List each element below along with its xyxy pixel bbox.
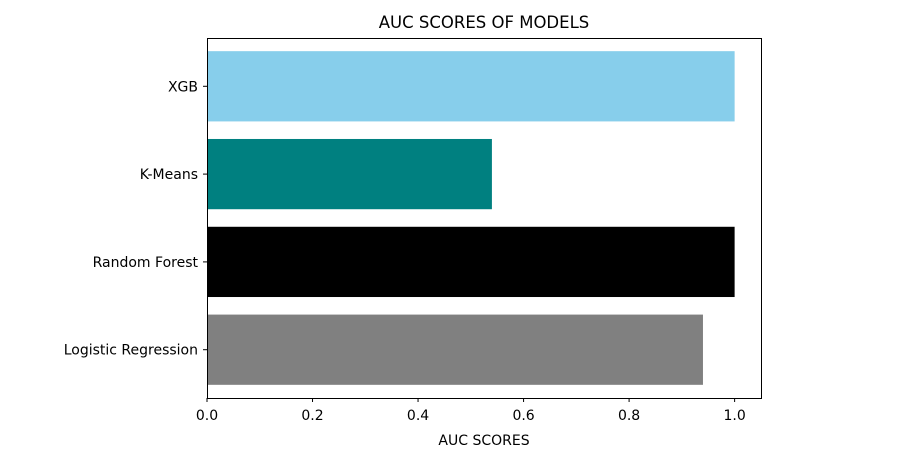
x-tick-label: 0.6 [512,408,534,424]
chart-title: AUC SCORES OF MODELS [379,13,589,32]
x-tick-label: 1.0 [723,408,745,424]
y-tick-label: XGB [168,79,198,95]
bars-layer [207,51,735,385]
x-tick-label: 0.4 [407,408,429,424]
x-tick-label: 0.2 [301,408,323,424]
y-tick-label: Random Forest [93,255,199,271]
x-axis: 0.0 0.2 0.4 0.6 0.8 1.0 [196,398,746,424]
x-tick-label: 0.0 [196,408,218,424]
bar-xgb [207,51,735,122]
y-tick-label: K-Means [140,167,198,183]
bar-logistic-regression [207,314,703,385]
y-axis: Logistic Regression Random Forest K-Means X… [64,79,207,359]
plot-frame [207,38,762,399]
x-axis-label: AUC SCORES [438,433,529,449]
y-tick-label: Logistic Regression [64,343,198,359]
x-tick-label: 0.8 [618,408,640,424]
bar-k-means [207,138,492,210]
bar-random-forest [207,226,735,298]
